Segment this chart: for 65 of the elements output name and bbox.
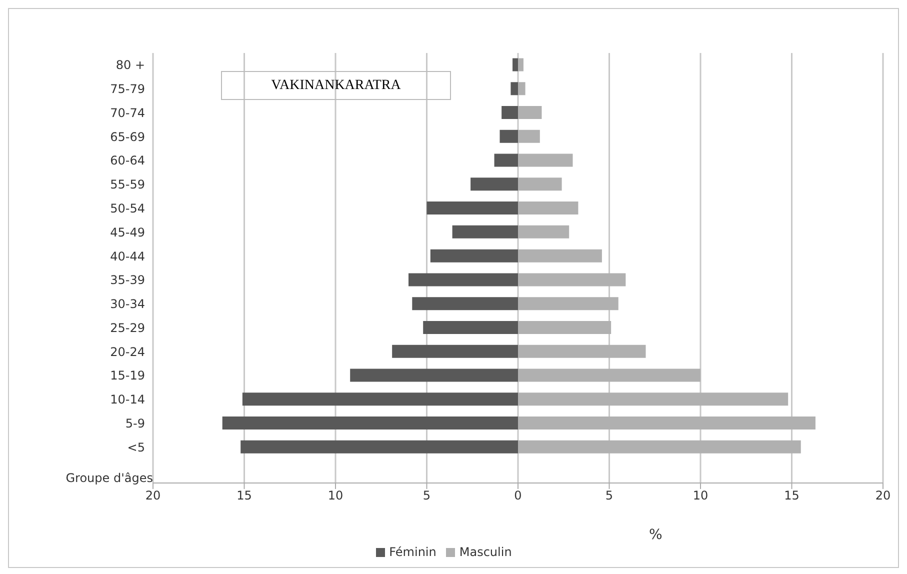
y-tick-label: 30-34 [110,297,145,312]
bar [518,416,816,430]
bar [510,82,518,96]
bar [518,249,602,262]
x-tick-label: 20 [875,488,891,503]
x-tick-label: 0 [514,488,522,503]
bar [512,58,518,72]
bar [518,58,524,72]
y-tick-label: 15-19 [110,368,145,383]
bar [240,440,518,454]
bar [423,320,518,334]
bar [518,82,526,96]
bar [408,273,518,286]
x-tick-label: 20 [145,488,161,503]
bar [242,392,518,406]
y-tick-label: 45-49 [110,225,145,240]
y-tick-label: 80 + [116,58,145,72]
bar [500,130,518,143]
bar [494,154,518,167]
y-axis-title: Groupe d'âges [64,471,153,485]
y-tick-label: 35-39 [110,273,145,288]
x-tick-label: 10 [692,488,708,503]
bar [518,368,700,382]
bar [452,225,518,238]
y-tick-label: 10-14 [110,392,145,407]
bar [470,178,518,191]
y-tick-label: <5 [127,440,145,454]
bar [518,225,570,238]
title-frame: VAKINANKARATRA [221,71,451,100]
bar [350,368,518,382]
bar [518,273,626,286]
x-tick-label: 5 [422,488,431,503]
bar [518,130,540,143]
bar [426,202,518,215]
legend-label: Masculin [459,545,512,559]
y-tick-label: 75-79 [110,82,145,96]
x-tick-label: 15 [236,488,252,503]
y-tick-label: 5-9 [125,416,145,430]
y-tick-label: 40-44 [110,249,145,264]
x-tick-label: 10 [328,488,344,503]
bar [518,106,542,120]
y-tick-label: 20-24 [110,344,145,359]
bar [518,344,646,358]
bar [518,320,612,334]
y-tick-label: 25-29 [110,320,145,335]
y-tick-label: 70-74 [110,106,145,120]
bar [222,416,518,430]
bar [518,440,801,454]
bar [430,249,518,262]
bar [518,154,573,167]
bar [518,202,578,215]
bar [502,106,518,120]
y-tick-label: 60-64 [110,154,145,168]
bar [392,344,518,358]
y-tick-label: 50-54 [110,201,145,216]
legend-label: Féminin [389,545,436,559]
x-tick-label: 15 [784,488,800,503]
y-tick-label: 65-69 [110,130,145,144]
x-axis-title: % [649,527,662,543]
bar [518,392,788,406]
x-tick-label: 5 [605,488,614,503]
bar [518,297,618,310]
y-tick-label: 55-59 [110,178,145,192]
bar [518,178,562,191]
bar [412,297,518,310]
